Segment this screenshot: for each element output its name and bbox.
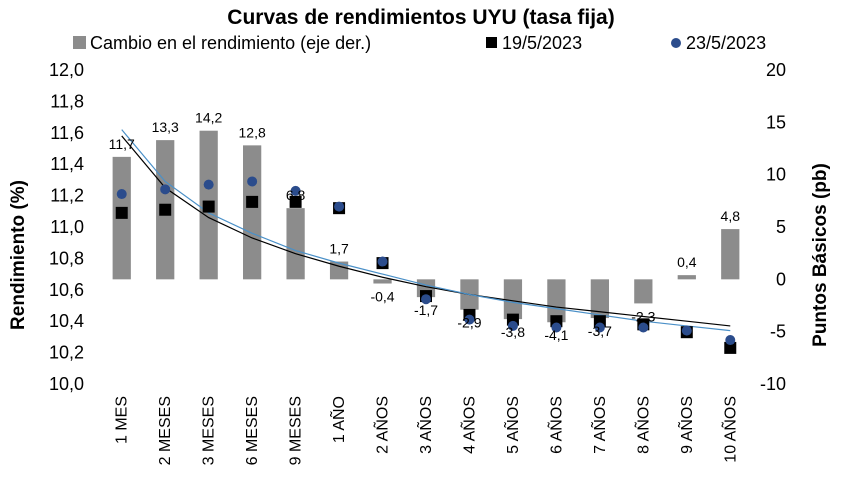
circle-point: [247, 176, 258, 187]
x-tick-label: 2 MESES: [157, 396, 174, 465]
trendline: [121, 135, 731, 327]
bar-data-label: -2,9: [457, 315, 481, 331]
legend-circle-label: 23/5/2023: [686, 33, 766, 53]
bar-data-label: -3,8: [501, 324, 525, 340]
x-tick-label: 7 AÑOS: [589, 396, 609, 454]
y-left-tick-label: 10,0: [49, 374, 84, 394]
y-left-tick-label: 11,8: [50, 91, 84, 111]
bar: [590, 279, 609, 319]
x-tick-label: 10 AÑOS: [719, 396, 739, 463]
y-left-tick-label: 11,6: [50, 123, 84, 143]
y-axis-left-title: Rendimiento (%): [8, 180, 29, 330]
circle-series: [116, 176, 736, 346]
x-tick-label: 1 MES: [114, 396, 131, 444]
circle-point: [638, 322, 649, 333]
x-tick-label: 3 AÑOS: [415, 396, 435, 454]
trendlines: [121, 129, 731, 332]
bar: [286, 208, 305, 280]
bar: [373, 279, 392, 284]
bar: [547, 279, 566, 323]
bar: [503, 279, 523, 320]
y-left-tick-label: 10,2: [49, 343, 84, 363]
square-point: [159, 203, 172, 216]
x-tick-label: 1 AÑO: [328, 396, 348, 443]
y-left-tick-label: 10,6: [49, 280, 84, 300]
y-left-tick-label: 10,4: [49, 311, 84, 331]
legend-square-label: 19/5/2023: [502, 33, 582, 53]
y-right-tick-label: 10: [766, 165, 786, 185]
circle-point: [681, 325, 692, 336]
circle-point: [507, 320, 518, 331]
y-right-tick-label: 5: [776, 217, 786, 237]
bar: [634, 279, 653, 304]
bar-data-label: 13,3: [152, 119, 179, 135]
bar-series: [112, 130, 740, 323]
circle-point: [725, 335, 736, 346]
y-left-tick-label: 12,0: [49, 60, 84, 80]
bar-data-label: 4,8: [721, 208, 741, 224]
bar-data-label: -2,3: [631, 308, 655, 324]
bar-data-label: -0,4: [370, 289, 394, 305]
bar-data-label: 14,2: [195, 110, 222, 126]
bar-data-label: 6,8: [286, 187, 306, 203]
trendline: [121, 129, 731, 332]
bar-data-labels: 11,7 13,3 14,2 12,8 6,8 1,7 -0,4 -1,7 -2,9 -3,8 -4…: [109, 110, 741, 344]
x-tick-label: 4 AÑOS: [458, 396, 478, 454]
bar-data-label: 0,4: [677, 254, 697, 270]
circle-point: [594, 322, 605, 333]
y-axis-left-ticks: 10,0 10,2 10,4 10,6 10,8 11,0 11,2 11,4 11,6 11,8…: [49, 60, 84, 394]
legend: Cambio en el rendimiento (eje der.) 19/5…: [73, 33, 766, 53]
x-tick-label: 5 AÑOS: [502, 396, 522, 454]
circle-point: [290, 185, 301, 196]
bar-data-label: 1,7: [329, 241, 349, 257]
square-point: [115, 206, 128, 219]
y-right-tick-label: -5: [770, 322, 786, 342]
legend-bar-swatch: [73, 36, 86, 49]
bar-data-label: -4,1: [544, 327, 568, 343]
y-right-tick-label: 0: [776, 269, 786, 289]
x-tick-label: 6 MESES: [244, 396, 261, 465]
bar-data-label: 12,8: [239, 124, 266, 140]
chart-title: Curvas de rendimientos UYU (tasa fija): [227, 6, 614, 29]
y-axis-right-ticks: -10 -5 0 5 10 15 20: [760, 60, 786, 394]
y-left-tick-label: 10,8: [49, 248, 84, 268]
circle-point: [203, 179, 214, 190]
legend-circle-swatch: [671, 38, 681, 48]
y-right-tick-label: -10: [760, 374, 786, 394]
circle-point: [464, 314, 475, 325]
circle-point: [377, 256, 388, 267]
square-point: [202, 200, 215, 213]
legend-bar-label: Cambio en el rendimiento (eje der.): [90, 33, 371, 53]
x-tick-label: 9 AÑOS: [676, 396, 696, 454]
square-point: [246, 195, 259, 208]
y-right-tick-label: 15: [766, 112, 786, 132]
bar-data-label: 11,7: [109, 136, 135, 152]
circle-point: [160, 184, 171, 195]
bar-data-label: -1,7: [414, 302, 438, 318]
x-tick-label: 9 MESES: [288, 396, 305, 465]
circle-point: [551, 322, 562, 333]
x-tick-label: 2 AÑOS: [372, 396, 392, 454]
circle-point: [421, 294, 431, 305]
x-axis-ticks: 1 MES 2 MESES 3 MESES 6 MESES 9 MESES 1 AÑO 2 …: [114, 396, 740, 465]
x-tick-label: 8 AÑOS: [632, 396, 652, 454]
bar: [677, 275, 696, 280]
bar: [329, 261, 349, 280]
y-right-tick-label: 20: [766, 60, 786, 80]
x-tick-label: 3 MESES: [201, 396, 218, 465]
y-left-tick-label: 11,4: [50, 154, 84, 174]
bar: [721, 229, 740, 280]
bar-data-label: -3,7: [588, 323, 612, 339]
y-axis-right-title: Puntos Básicos (pb): [810, 163, 831, 347]
y-left-tick-label: 11,0: [50, 217, 84, 237]
circle-point: [334, 201, 345, 212]
legend-square-swatch: [486, 37, 497, 48]
x-tick-label: 6 AÑOS: [545, 396, 565, 454]
bar: [243, 145, 262, 280]
square-point: [724, 341, 737, 354]
y-left-tick-label: 11,2: [50, 186, 84, 206]
circle-point: [116, 189, 127, 200]
square-point: [289, 195, 302, 208]
